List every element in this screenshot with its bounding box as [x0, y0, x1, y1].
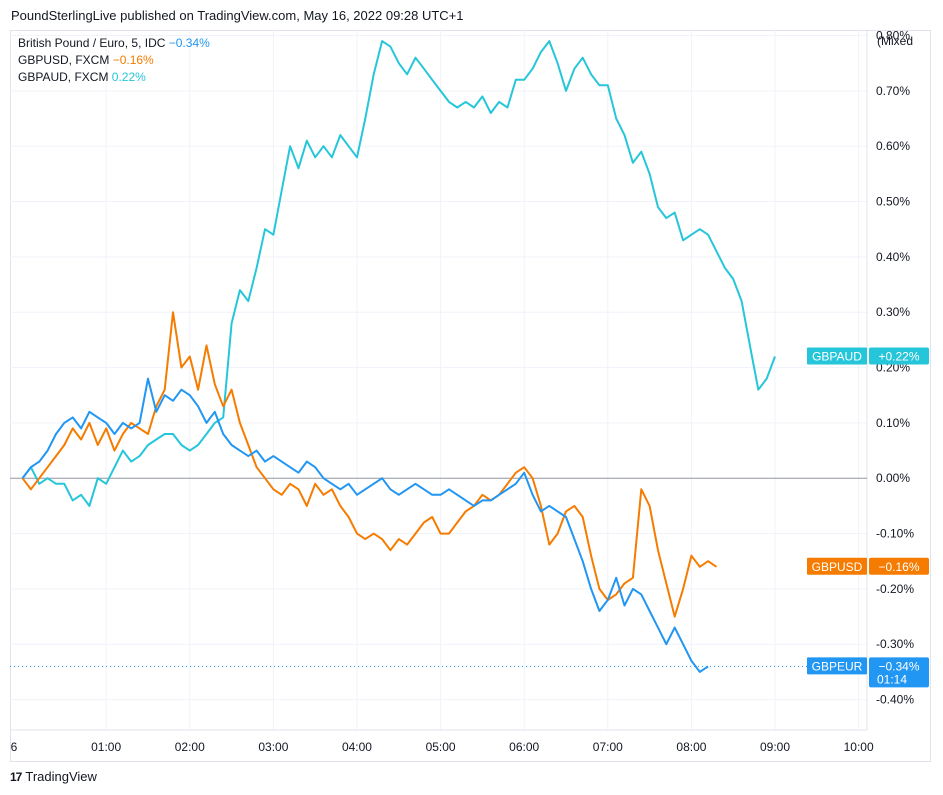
- last-value-tag-bg: [869, 657, 929, 688]
- y-tick-label: -0.40%: [876, 693, 914, 707]
- y-tick-label: 0.80%: [876, 30, 910, 43]
- y-tick-label: 0.60%: [876, 139, 910, 153]
- series-line-gbpusd: [21, 311, 718, 618]
- x-tick-label: 03:00: [258, 740, 288, 754]
- legend-series-change: −0.16%: [112, 53, 154, 67]
- last-value-tag: −0.16%: [878, 560, 919, 574]
- bar-countdown: 01:14: [877, 672, 907, 686]
- legend-series-name: GBPUSD, FXCM: [18, 53, 110, 67]
- y-axis[interactable]: 0.80%0.70%0.60%0.50%0.40%0.30%0.20%0.10%…: [876, 30, 914, 707]
- y-tick-label: 0.50%: [876, 195, 910, 209]
- y-tick-label: 0.70%: [876, 84, 910, 98]
- series-name-tag: GBPAUD: [812, 349, 862, 363]
- y-tick-label: -0.30%: [876, 637, 914, 651]
- series-lines: [10, 40, 867, 673]
- series-name-tag: GBPUSD: [812, 560, 863, 574]
- y-tick-label: -0.20%: [876, 582, 914, 596]
- x-axis[interactable]: 6 01:00 02:00 03:00 04:00 05:00 06:00 07:00 08:0…: [11, 740, 874, 754]
- x-tick-label: 09:00: [760, 740, 790, 754]
- y-tick-label: 0.10%: [876, 416, 910, 430]
- series-name-tag: GBPEUR: [812, 659, 863, 673]
- y-tick-label: -0.10%: [876, 527, 914, 541]
- scale-mode-button[interactable]: (Mixed: [877, 34, 914, 48]
- series-line-gbpaud: [21, 40, 776, 507]
- x-tick-label: 06:00: [509, 740, 539, 754]
- y-tick-label: 0.40%: [876, 250, 910, 264]
- last-value-tag-bg: [869, 347, 929, 365]
- y-tick-label: 0.30%: [876, 305, 910, 319]
- chart-canvas[interactable]: 0.80%0.70%0.60%0.50%0.40%0.30%0.20%0.10%…: [10, 30, 931, 762]
- legend-series-name: GBPAUD, FXCM: [18, 70, 109, 84]
- tradingview-logo-icon: 17: [10, 769, 22, 784]
- publisher-line: PoundSterlingLive published on TradingVi…: [11, 8, 464, 23]
- legend-row-gbpusd[interactable]: GBPUSD, FXCM −0.16%: [18, 52, 210, 69]
- grid: [10, 30, 868, 731]
- chart-frame: [10, 30, 931, 762]
- last-value-tag: +0.22%: [878, 349, 919, 363]
- x-tick-label: 10:00: [844, 740, 874, 754]
- series-name-tag-bg: [807, 657, 867, 675]
- x-tick-label: 08:00: [676, 740, 706, 754]
- footer-brand[interactable]: 17 TradingView: [10, 769, 97, 784]
- legend-series-name: British Pound / Euro, 5, IDC: [18, 36, 166, 50]
- x-tick-label: 04:00: [342, 740, 372, 754]
- last-value-tag: −0.34%: [878, 659, 919, 673]
- x-tick-label: 6: [11, 740, 18, 754]
- x-tick-label: 05:00: [426, 740, 456, 754]
- series-name-tag-bg: [807, 557, 867, 575]
- series-name-tag-bg: [807, 347, 867, 365]
- brand-name: TradingView: [25, 769, 97, 784]
- x-tick-label: 07:00: [593, 740, 623, 754]
- x-tick-label: 01:00: [91, 740, 121, 754]
- legend-series-change: 0.22%: [111, 70, 146, 84]
- last-value-tag-bg: [869, 557, 929, 575]
- x-tick-label: 02:00: [175, 740, 205, 754]
- legend-series-change: −0.34%: [168, 36, 210, 50]
- legend: British Pound / Euro, 5, IDC −0.34% GBPU…: [18, 35, 210, 86]
- series-line-gbpeur: [21, 377, 709, 673]
- legend-row-gbpeur[interactable]: British Pound / Euro, 5, IDC −0.34%: [18, 35, 210, 52]
- last-value-labels: GBPAUD +0.22% GBPUSD −0.16% GBPEUR −0.34%01:1…: [807, 347, 929, 688]
- scale-mode-label: Mixed: [881, 34, 914, 48]
- y-tick-label: 0.00%: [876, 471, 910, 485]
- legend-row-gbpaud[interactable]: GBPAUD, FXCM 0.22%: [18, 69, 210, 86]
